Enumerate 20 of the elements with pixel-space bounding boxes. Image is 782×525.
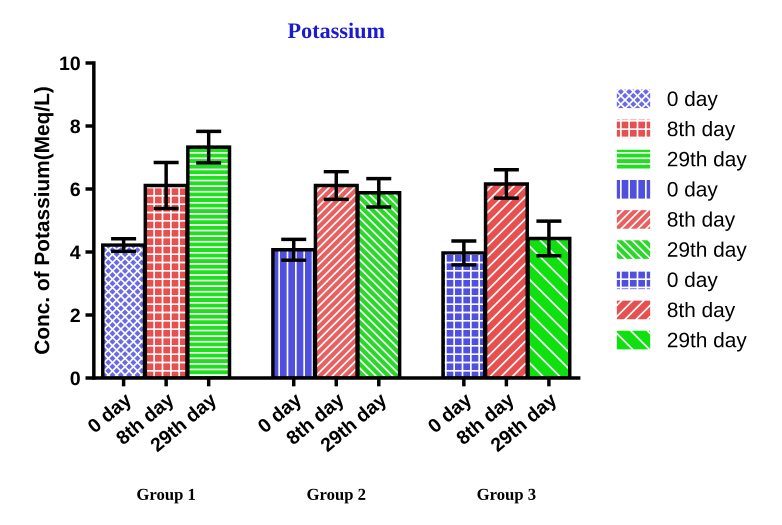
text: Group 3	[477, 488, 536, 504]
legend-label: 0 day	[668, 272, 718, 292]
y-axis-title: Conc. of Potassium(Meq/L)	[34, 87, 54, 354]
legend-label: 29th day	[668, 332, 747, 352]
text: Group 1	[137, 488, 195, 504]
legend-label: 0 day	[668, 181, 718, 201]
y-tick-label: 6	[70, 182, 80, 196]
legend-label: 8th day	[668, 121, 736, 140]
chart-title: Potassium	[288, 22, 385, 38]
legend-label: 0 day	[668, 90, 718, 110]
legend-label: 29th day	[668, 242, 747, 262]
y-tick-label: 2	[70, 308, 80, 322]
legend-label: 29th day	[668, 151, 747, 171]
legend-label: 8th day	[668, 302, 736, 322]
y-tick-label: 4	[70, 246, 81, 260]
text: Group 2	[307, 488, 366, 504]
y-tick-label: 0	[70, 371, 80, 386]
legend-label: 8th day	[668, 211, 736, 231]
y-tick-label: 10	[60, 56, 80, 70]
y-tick-label: 8	[70, 119, 80, 134]
